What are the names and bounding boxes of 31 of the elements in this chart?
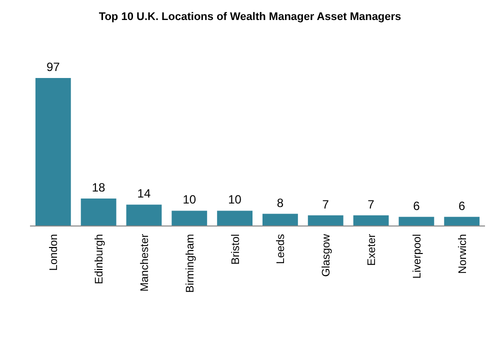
bar (262, 214, 298, 226)
data-label: 10 (182, 192, 196, 207)
bar (80, 198, 116, 226)
x-tick-label: Manchester (138, 234, 151, 292)
data-label: 7 (322, 197, 330, 212)
data-label: 8 (276, 196, 284, 210)
data-label: 10 (228, 192, 242, 207)
x-tick-label: Liverpool (411, 234, 424, 279)
x-tick-label: Norwich (456, 234, 469, 274)
bar (172, 210, 208, 226)
data-label: 18 (92, 180, 106, 195)
data-label: 6 (458, 198, 466, 213)
x-tick-label: Birmingham (184, 234, 196, 293)
chart-title: Top 10 U.K. Locations of Wealth Manager Asset Managers (98, 11, 402, 23)
bar (126, 204, 162, 226)
bar (353, 215, 389, 226)
x-tick-label: Exeter (366, 234, 378, 266)
bar (308, 215, 344, 226)
x-tick-label: Leeds (275, 234, 288, 264)
bar (444, 216, 480, 226)
data-label: 7 (368, 197, 375, 212)
data-label: 97 (46, 60, 60, 74)
x-tick-label: London (48, 234, 60, 271)
data-label: 6 (413, 198, 420, 213)
x-tick-label: Glasgow (320, 234, 333, 277)
bar (35, 78, 71, 226)
x-tick-label: Edinburgh (94, 234, 106, 284)
x-tick-label: Bristol (230, 234, 242, 265)
data-label: 14 (137, 186, 151, 201)
bar (217, 210, 253, 226)
bar (398, 216, 434, 226)
